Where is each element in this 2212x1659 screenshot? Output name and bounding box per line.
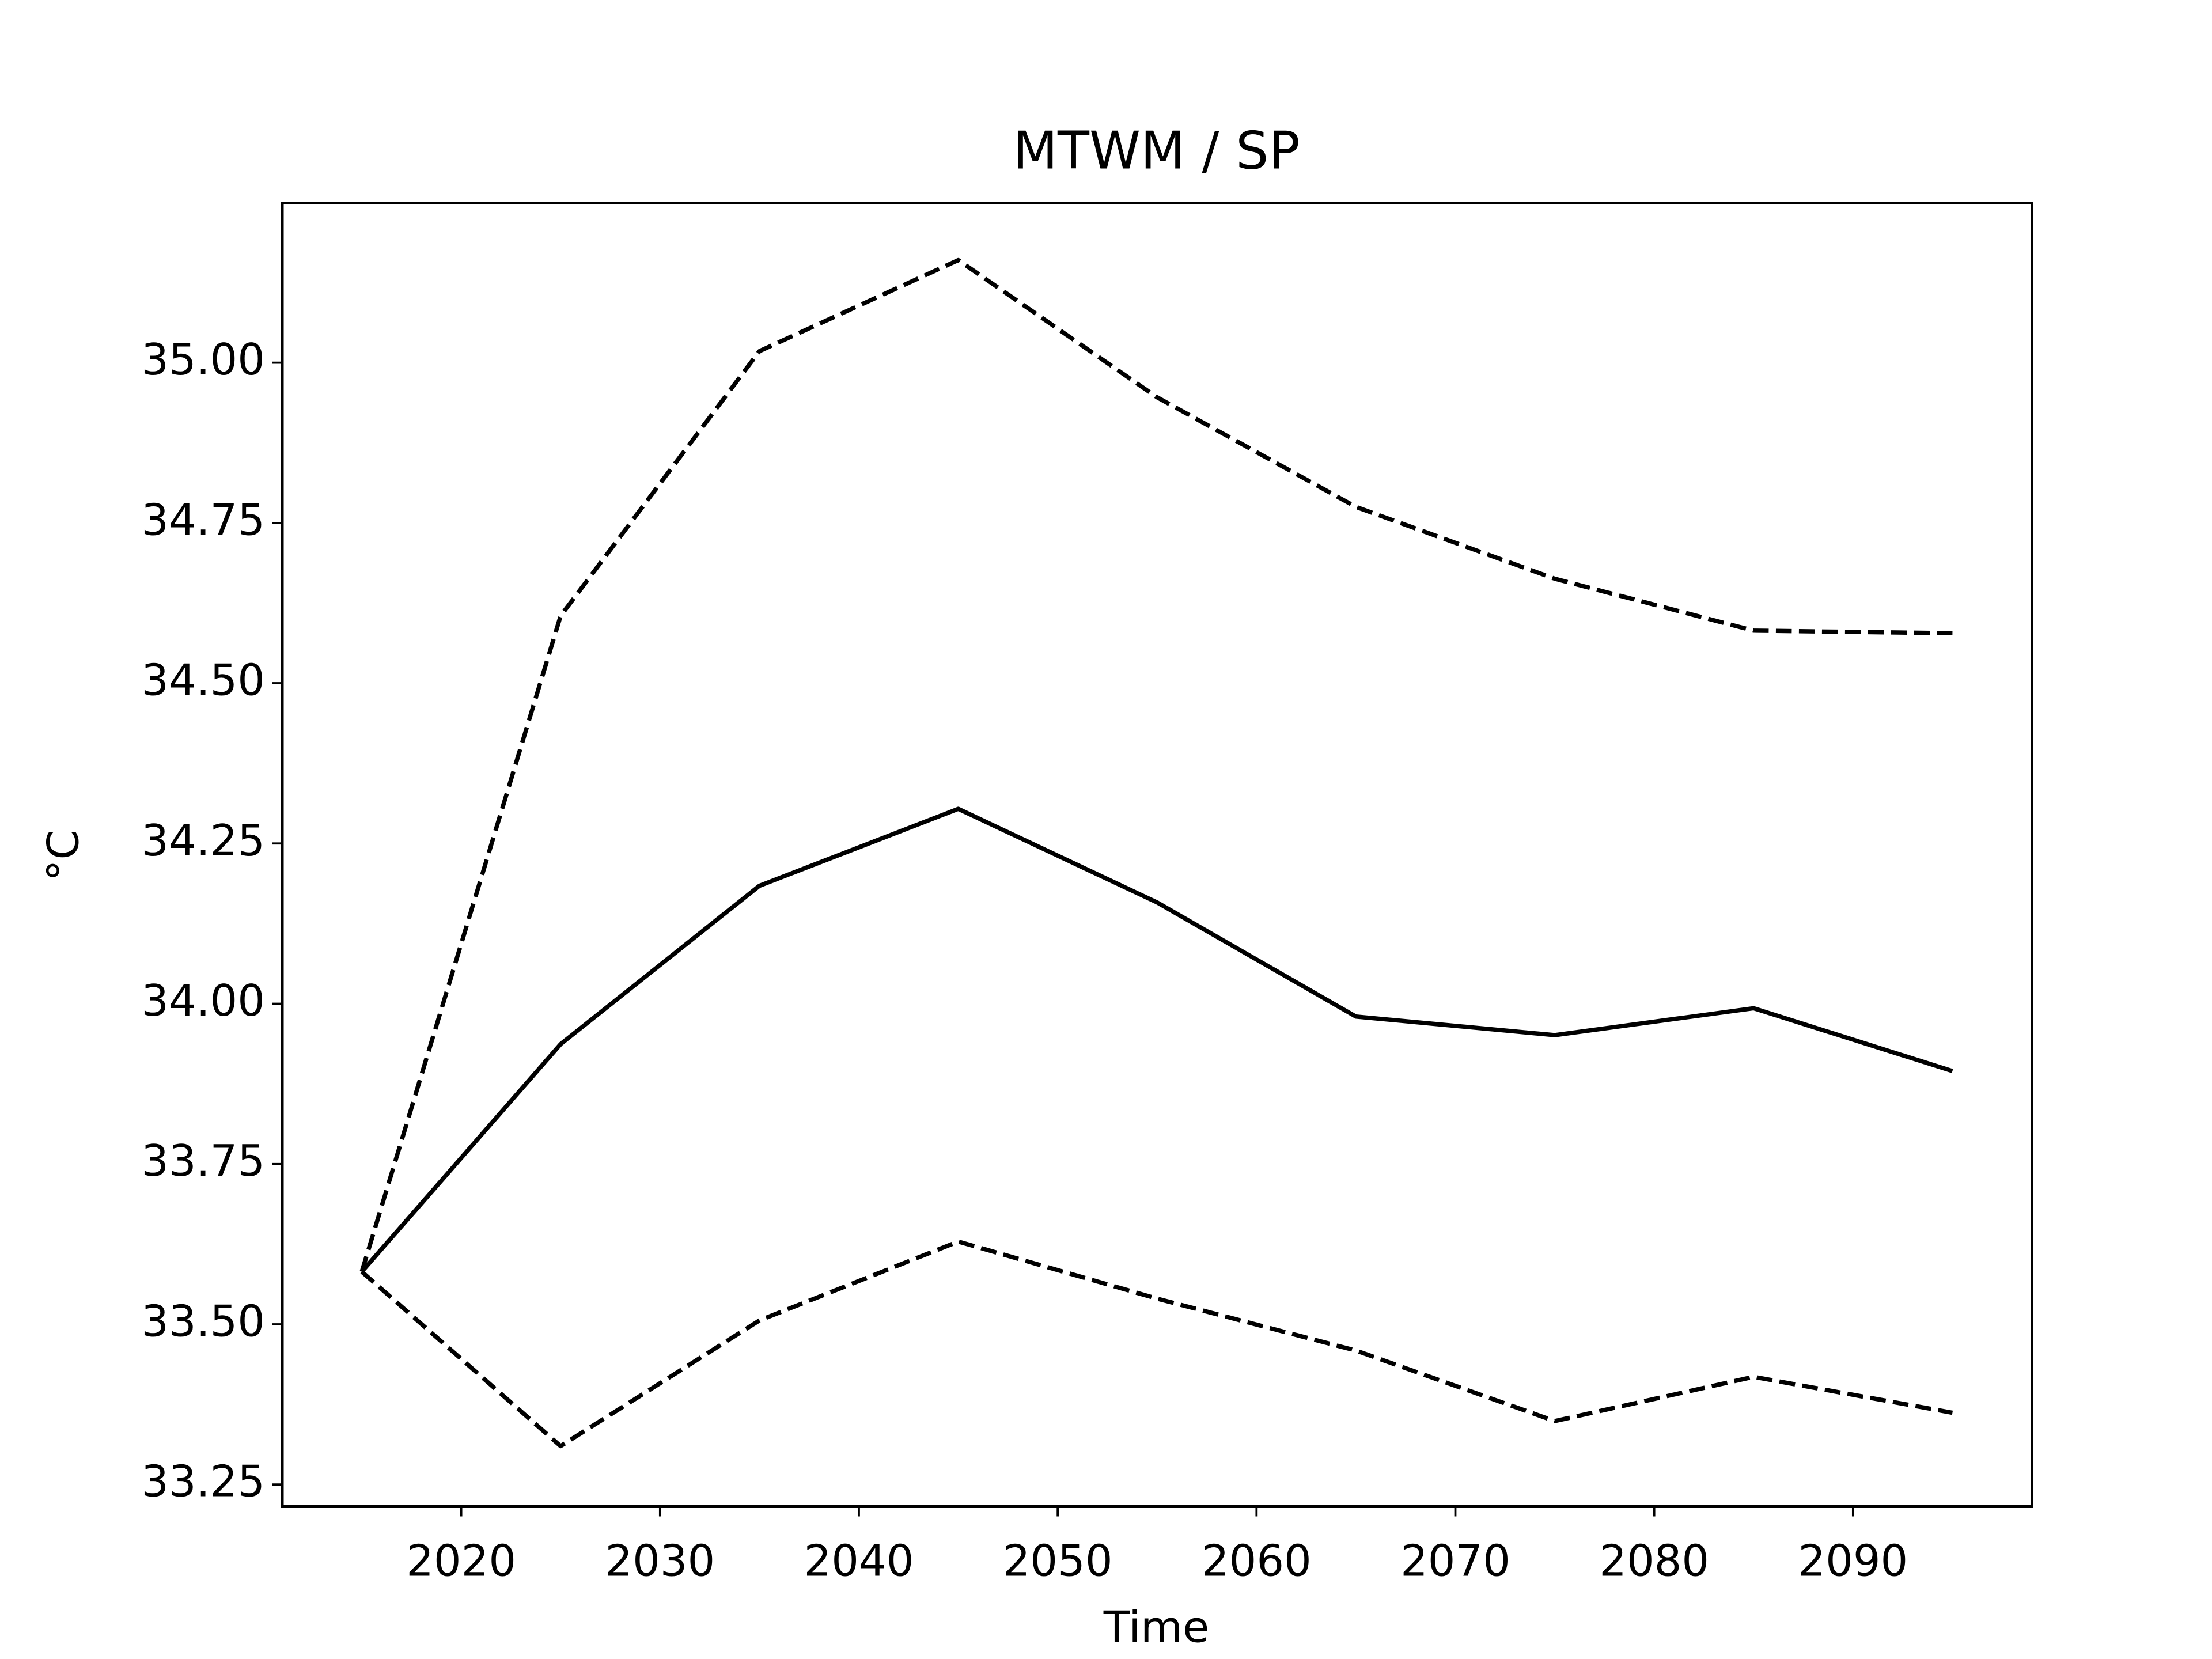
plot-frame [281,202,2033,1508]
x-tick-label: 2070 [1400,1536,1510,1586]
data-line [360,806,1953,1274]
y-tick-label: 33.75 [141,1135,265,1186]
chart-title: MTWM / SP [1013,120,1300,181]
y-axis-label: °C [38,830,89,881]
y-tick-label: 34.25 [141,815,265,866]
x-tick-label: 2080 [1599,1536,1709,1586]
y-tick-label: 35.00 [141,334,265,385]
y-tick-label: 34.50 [141,655,265,706]
y-tick-label: 34.75 [141,494,265,545]
x-axis-label: Time [1103,1602,1210,1653]
x-tick-label: 2030 [605,1536,715,1586]
x-tick-label: 2090 [1798,1536,1908,1586]
data-line [359,257,1953,1272]
x-tick-label: 2020 [406,1536,516,1586]
data-line [360,1239,1953,1449]
y-tick-label: 33.50 [141,1296,265,1346]
y-tick-label: 34.00 [141,975,265,1026]
x-tick-label: 2050 [1003,1536,1113,1586]
y-tick-label: 33.25 [141,1456,265,1507]
x-tick-label: 2040 [804,1536,914,1586]
x-tick-label: 2060 [1202,1536,1312,1586]
